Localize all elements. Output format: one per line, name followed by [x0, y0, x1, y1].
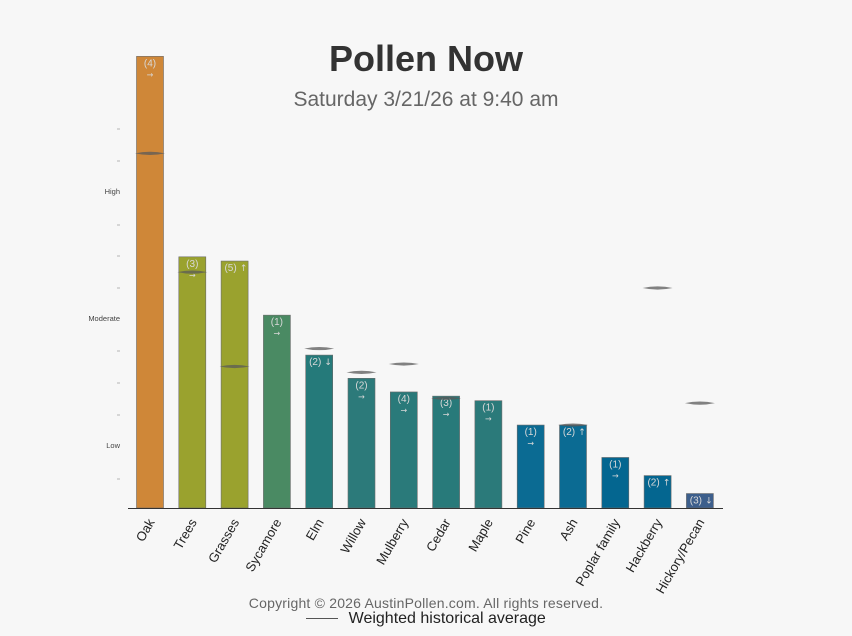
- bar-mulberry: [389, 391, 418, 509]
- historical-average-marker: [135, 151, 165, 155]
- legend: Weighted historical average: [0, 610, 852, 628]
- x-tick-label: Oak: [133, 516, 158, 545]
- historical-average-marker: [642, 286, 673, 290]
- trend-arrow: →: [147, 70, 154, 79]
- x-tick-label: Grasses: [205, 516, 242, 566]
- historical-average-marker: [177, 270, 208, 274]
- bars: (4)→(3)→(5) ↑(1)→(2) ↓(2)→ (4)→(3)→(1)→(1)→…: [135, 56, 715, 509]
- historical-average-marker: [558, 423, 588, 427]
- x-tick-label: Pine: [512, 516, 538, 546]
- trend-arrow: →: [485, 415, 492, 424]
- bar-data-label: (3): [690, 496, 702, 507]
- bar-elm: [305, 354, 334, 509]
- copyright-notice: Copyright © 2026 AustinPollen.com. All r…: [248, 595, 604, 611]
- x-tick-label: Poplar family: [572, 516, 623, 589]
- bar-data-label: (2): [309, 357, 321, 368]
- chart-subtitle: Saturday 3/21/26 at 9:40 am: [293, 88, 559, 111]
- bar-data-label: (1): [482, 403, 494, 414]
- trend-arrow: ↓: [324, 358, 332, 368]
- historical-average-marker: [219, 364, 250, 369]
- x-tick-label: Cedar: [423, 515, 454, 554]
- historical-average-marker: [346, 370, 377, 374]
- bar-poplar-family: [601, 457, 630, 509]
- trend-arrow: ↑: [240, 264, 248, 274]
- trend-arrow: ↑: [578, 428, 586, 438]
- x-tick-label: Willow: [337, 515, 369, 556]
- bar-maple: [474, 400, 503, 509]
- trend-arrow: ↓: [705, 497, 713, 507]
- bar-data-label: (2): [355, 380, 367, 391]
- bar-data-label: (3): [440, 398, 452, 409]
- x-tick-label: Trees: [171, 516, 201, 552]
- trend-arrow: ↑: [663, 479, 671, 489]
- bar-data-label: (2): [647, 478, 659, 489]
- y-tick-label: High: [105, 187, 120, 196]
- bar-data-label: (1): [271, 317, 283, 328]
- x-tick-label: Maple: [465, 516, 496, 554]
- trend-arrow: →: [443, 410, 450, 419]
- historical-average-marker: [304, 346, 335, 351]
- bar-data-label: (2): [563, 427, 575, 438]
- bar-cedar: [432, 395, 460, 509]
- y-tick-label: Low: [106, 441, 120, 450]
- bar-data-label: (4): [144, 58, 156, 69]
- bar-pine: [516, 424, 545, 509]
- chart-title: Pollen Now: [328, 38, 523, 79]
- historical-average-marker: [388, 362, 419, 366]
- bar-oak: [136, 56, 164, 509]
- legend-label: Weighted historical average: [348, 610, 546, 627]
- x-tick-label: Ash: [556, 516, 580, 543]
- bar-sycamore: [263, 314, 291, 509]
- trend-arrow: →: [527, 439, 534, 448]
- x-tick-label: Mulberry: [373, 516, 412, 568]
- bar-data-label: (5): [224, 263, 236, 274]
- bar-grasses: [220, 260, 249, 509]
- trend-arrow: →: [612, 471, 619, 480]
- bar-data-label: (1): [609, 459, 621, 470]
- bar-data-label: (4): [398, 394, 410, 405]
- x-axis: Oak Trees Grasses Sycamore Elm Willow Mulberry…: [128, 508, 723, 596]
- trend-arrow: →: [189, 271, 196, 280]
- trend-arrow: →: [400, 406, 407, 415]
- x-tick-label: Elm: [303, 516, 327, 543]
- trend-arrow: →: [274, 329, 281, 338]
- historical-average-marker: [431, 396, 462, 400]
- bar-data-label: (1): [525, 427, 537, 438]
- y-axis: Low Moderate High: [88, 128, 121, 480]
- legend-line-swatch: [306, 618, 339, 620]
- bar-trees: [178, 256, 207, 509]
- y-tick-label: Moderate: [88, 314, 120, 323]
- x-tick-label: Hackberry: [623, 516, 666, 575]
- bar-willow: [347, 378, 376, 509]
- x-tick-label: Sycamore: [242, 516, 284, 574]
- historical-average-marker: [684, 401, 715, 405]
- bar-data-label: (3): [186, 259, 198, 270]
- bar-hackberry: [643, 475, 672, 509]
- trend-arrow: →: [358, 392, 365, 401]
